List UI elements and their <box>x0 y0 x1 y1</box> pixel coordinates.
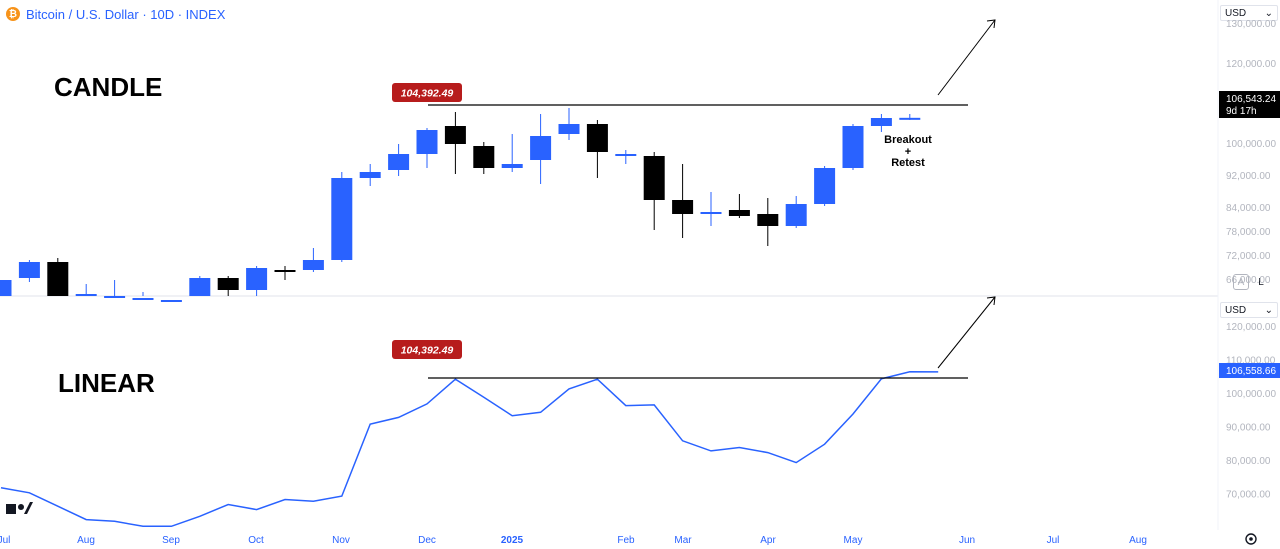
time-tick-label: Jul <box>0 535 10 546</box>
time-tick-label: 2025 <box>501 535 524 546</box>
symbol-title: Bitcoin / U.S. Dollar · 10D · INDEX <box>26 6 226 22</box>
bar-countdown: 9d 17h <box>1226 106 1257 117</box>
candle <box>672 164 694 238</box>
annotation-plus: + <box>905 146 911 158</box>
arrow-up-right-icon <box>937 296 996 369</box>
price-marker-text: 104,392.49 <box>401 88 454 100</box>
current-price-label-bottom: 106,558.66 <box>1219 363 1280 378</box>
candle <box>416 128 438 168</box>
candle <box>160 300 182 302</box>
candle <box>757 198 779 246</box>
annotation-breakout: Breakout <box>884 134 932 146</box>
candle <box>728 194 750 218</box>
time-tick-label: Apr <box>760 535 776 546</box>
candle <box>104 280 126 298</box>
price-tick-label: 90,000.00 <box>1226 422 1271 433</box>
annotation-retest: Retest <box>891 157 925 169</box>
current-price-value: 106,543.24 <box>1226 94 1276 105</box>
bottom-price-axis[interactable]: 70,000.00 80,000.00 90,000.00 100,000.00 110… <box>1226 322 1276 501</box>
panel-label-candle: CANDLE <box>54 72 162 102</box>
time-tick-label: May <box>844 535 863 546</box>
candle <box>899 114 921 120</box>
candle <box>501 134 523 172</box>
candle <box>0 280 12 296</box>
time-axis[interactable]: Jul Aug Sep Oct Nov Dec 2025 Feb Mar Apr May Jun Jul… <box>0 535 1147 546</box>
candle <box>530 114 552 184</box>
candle <box>388 144 410 176</box>
candle <box>615 150 637 164</box>
time-tick-label: Nov <box>332 535 350 546</box>
auto-scale-button[interactable]: A <box>1233 274 1249 290</box>
time-tick-label: Oct <box>248 535 264 546</box>
price-tick-label: 92,000.00 <box>1226 171 1271 182</box>
candle <box>643 152 665 230</box>
current-price-label-top: 106,543.24 9d 17h <box>1219 91 1280 118</box>
candle <box>274 266 296 280</box>
time-tick-label: Sep <box>162 535 180 546</box>
currency-selector-top[interactable]: USD ⌄ <box>1220 5 1278 21</box>
price-tick-label: 66,000.00 <box>1226 275 1271 286</box>
gear-icon[interactable] <box>1245 533 1257 545</box>
candle <box>189 276 211 296</box>
time-tick-label: Mar <box>674 535 692 546</box>
log-scale-button[interactable]: L <box>1258 276 1264 288</box>
candle <box>132 292 154 300</box>
candle <box>785 196 807 228</box>
price-line <box>0 371 939 528</box>
candle <box>473 142 495 174</box>
price-tick-label: 110,000.00 <box>1226 355 1276 366</box>
currency-label: USD <box>1225 304 1247 316</box>
time-tick-label: Aug <box>1129 535 1147 546</box>
candle <box>586 120 608 178</box>
candle <box>842 124 864 170</box>
price-tick-label: 78,000.00 <box>1226 227 1271 238</box>
candle <box>18 260 40 282</box>
price-tick-label: 100,000.00 <box>1226 389 1276 400</box>
price-marker-top[interactable]: 104,392.49 <box>392 83 462 102</box>
currency-label: USD <box>1225 7 1247 19</box>
candle <box>331 172 353 262</box>
price-tick-label: 84,000.00 <box>1226 203 1271 214</box>
candle <box>359 164 381 186</box>
chart-title[interactable]: ₿ Bitcoin / U.S. Dollar · 10D · INDEX <box>6 4 225 24</box>
candle <box>217 276 239 296</box>
bitcoin-icon: ₿ <box>6 7 20 21</box>
chevron-down-icon: ⌄ <box>1264 304 1273 316</box>
candle <box>302 248 324 272</box>
time-tick-label: Aug <box>77 535 95 546</box>
price-marker-text: 104,392.49 <box>401 345 454 357</box>
price-marker-bottom[interactable]: 104,392.49 <box>392 340 462 359</box>
price-tick-label: 72,000.00 <box>1226 251 1271 262</box>
current-price-value: 106,558.66 <box>1226 366 1276 377</box>
candle <box>814 166 836 206</box>
candle <box>444 112 466 174</box>
price-tick-label: 120,000.00 <box>1226 59 1276 70</box>
time-tick-label: Jun <box>959 535 975 546</box>
arrow-up-right-icon <box>937 19 996 96</box>
chevron-down-icon: ⌄ <box>1264 7 1273 19</box>
price-tick-label: 80,000.00 <box>1226 456 1271 467</box>
panel-label-linear: LINEAR <box>58 368 155 398</box>
price-tick-label: 120,000.00 <box>1226 322 1276 333</box>
price-tick-label: 70,000.00 <box>1226 489 1271 500</box>
top-price-axis[interactable]: 66,000.00 72,000.00 78,000.00 84,000.00 92,0… <box>1226 19 1276 286</box>
price-tick-label: 130,000.00 <box>1226 19 1276 30</box>
candle <box>47 258 69 296</box>
candle <box>558 108 580 140</box>
price-tick-label: 100,000.00 <box>1226 139 1276 150</box>
currency-selector-bottom[interactable]: USD ⌄ <box>1220 302 1278 318</box>
candlestick-series <box>0 108 921 302</box>
candle <box>75 284 97 296</box>
candle <box>700 192 722 226</box>
time-tick-label: Dec <box>418 535 436 546</box>
time-tick-label: Jul <box>1047 535 1060 546</box>
candle <box>246 266 268 296</box>
tradingview-logo[interactable] <box>6 502 33 514</box>
line-series <box>0 371 939 528</box>
time-tick-label: Feb <box>617 535 635 546</box>
candle <box>870 114 892 132</box>
